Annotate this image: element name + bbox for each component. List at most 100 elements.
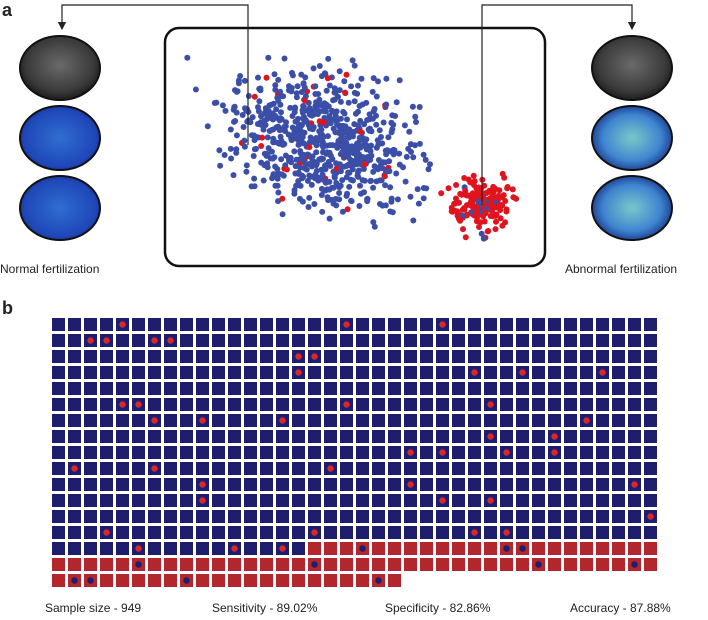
point (370, 168, 377, 175)
point (348, 198, 355, 205)
cell (212, 334, 225, 347)
point (278, 156, 285, 163)
cell (644, 462, 657, 475)
cell (580, 558, 593, 571)
cell (484, 414, 497, 427)
point (379, 202, 386, 209)
cell (356, 414, 369, 427)
cell (420, 382, 433, 395)
cell (164, 542, 177, 555)
cell (148, 542, 161, 555)
point (351, 62, 358, 69)
cell-dot (407, 481, 414, 488)
cell (644, 334, 657, 347)
point (476, 224, 482, 230)
point (251, 137, 258, 144)
point (344, 116, 350, 123)
cell (452, 334, 465, 347)
cell (228, 430, 241, 443)
cell (340, 446, 353, 459)
cell (628, 382, 641, 395)
cell (148, 558, 161, 571)
cell (196, 574, 209, 587)
cell-dot (583, 417, 590, 424)
point (316, 101, 323, 108)
cell (340, 430, 353, 443)
cell (356, 462, 369, 475)
cell-dot (631, 481, 638, 488)
cell (356, 398, 369, 411)
point (302, 97, 308, 104)
point (247, 119, 254, 126)
cell (532, 446, 545, 459)
cell (564, 366, 577, 379)
cell (244, 510, 257, 523)
point (293, 94, 300, 101)
cell (468, 334, 481, 347)
cell-dot (519, 545, 526, 552)
point (346, 126, 353, 133)
cell (100, 558, 113, 571)
cell (196, 462, 209, 475)
cell (612, 430, 625, 443)
cell-dot (87, 577, 94, 584)
point (275, 189, 282, 196)
cell-dot (471, 529, 478, 536)
point (388, 198, 395, 205)
cell (260, 558, 273, 571)
point (277, 133, 284, 140)
cell (388, 574, 401, 587)
point (387, 184, 394, 191)
cell-dot (631, 561, 638, 568)
cell (372, 494, 385, 507)
cell (228, 574, 241, 587)
point (312, 83, 319, 90)
point (413, 119, 419, 125)
cell (132, 494, 145, 507)
cell (564, 542, 577, 555)
point (364, 198, 371, 205)
point (280, 93, 287, 100)
caption: Abnormal fertilization (565, 262, 677, 276)
point (337, 115, 344, 122)
cell (500, 398, 513, 411)
cell (84, 366, 97, 379)
cell (132, 446, 145, 459)
cell (420, 526, 433, 539)
point (453, 182, 460, 188)
cell (532, 462, 545, 475)
cell (308, 478, 321, 491)
cell (260, 350, 273, 363)
cell (100, 446, 113, 459)
point (358, 190, 364, 197)
point (373, 144, 380, 151)
cell (180, 430, 193, 443)
point (251, 183, 258, 190)
point (337, 168, 344, 175)
cell (388, 478, 401, 491)
point (408, 148, 414, 155)
cell (324, 542, 337, 555)
point (259, 134, 266, 141)
cell (212, 414, 225, 427)
point (462, 187, 469, 194)
cell (468, 430, 481, 443)
cell (580, 398, 593, 411)
point (336, 190, 343, 196)
cell (500, 414, 513, 427)
cell (564, 558, 577, 571)
point (305, 204, 312, 210)
cell (324, 350, 337, 363)
point (313, 149, 320, 156)
cell (564, 462, 577, 475)
cell-dot (551, 433, 558, 440)
cell (244, 398, 257, 411)
point (291, 187, 298, 194)
cell (596, 414, 609, 427)
point (394, 196, 401, 203)
cell (388, 526, 401, 539)
cell-dot (199, 497, 206, 504)
cell (148, 350, 161, 363)
cell (356, 318, 369, 331)
cell (260, 494, 273, 507)
